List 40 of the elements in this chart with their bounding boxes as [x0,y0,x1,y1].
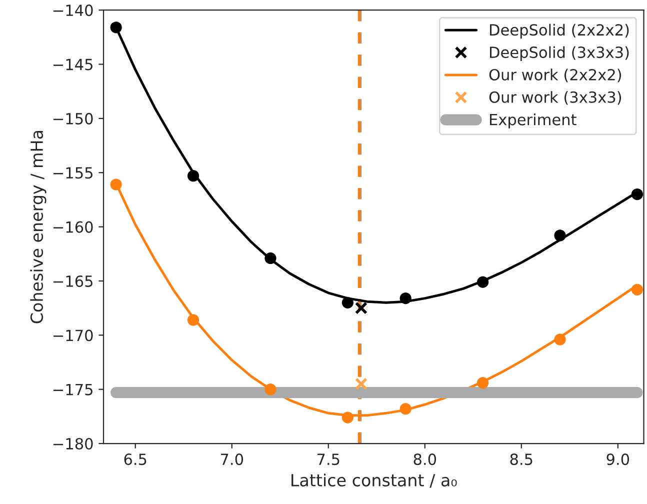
point [631,284,644,296]
y-tick-label: −155 [53,167,92,179]
y-tick-label: −150 [53,112,93,124]
y-tick-label: −175 [53,384,92,396]
y-tick-label: −160 [53,221,93,233]
point [342,296,354,308]
point [476,276,489,288]
x-tick-label: 8.0 [414,454,436,466]
x-tick-label: 9.0 [606,454,630,466]
point [400,403,412,415]
x-tick-label: 7.0 [220,454,244,466]
y-tick-label: −170 [53,330,93,342]
point [187,170,200,182]
x-tick-label: 7.5 [317,454,340,466]
point [110,178,122,190]
y-tick-label: −140 [53,4,93,16]
x-axis-title: Lattice constant / a₀ [292,474,457,488]
point [554,334,566,346]
point [354,378,368,390]
x-tick-label: 8.5 [510,454,532,466]
point [110,22,122,34]
point [554,230,566,242]
legend-label: Our work (3x3x3) [489,91,622,105]
y-tick-label: −180 [53,438,93,450]
legend-label: DeepSolid (3x3x3) [490,46,629,62]
y-tick-label: −165 [53,275,92,287]
point [187,314,200,326]
legend-label: DeepSolid (2x2x2) [490,24,629,39]
legend-label: Our work (2x2x2) [489,68,622,82]
y-axis-title: Cohesive energy / mHa [30,130,46,324]
y-tick-label: −145 [53,58,92,70]
point [354,302,368,314]
x-tick-label: 6.5 [124,454,146,466]
point [342,412,354,424]
point [631,188,644,200]
point [400,292,412,304]
legend-label: Experiment [490,114,576,128]
point [264,252,276,264]
point [264,384,276,396]
point [476,377,489,389]
